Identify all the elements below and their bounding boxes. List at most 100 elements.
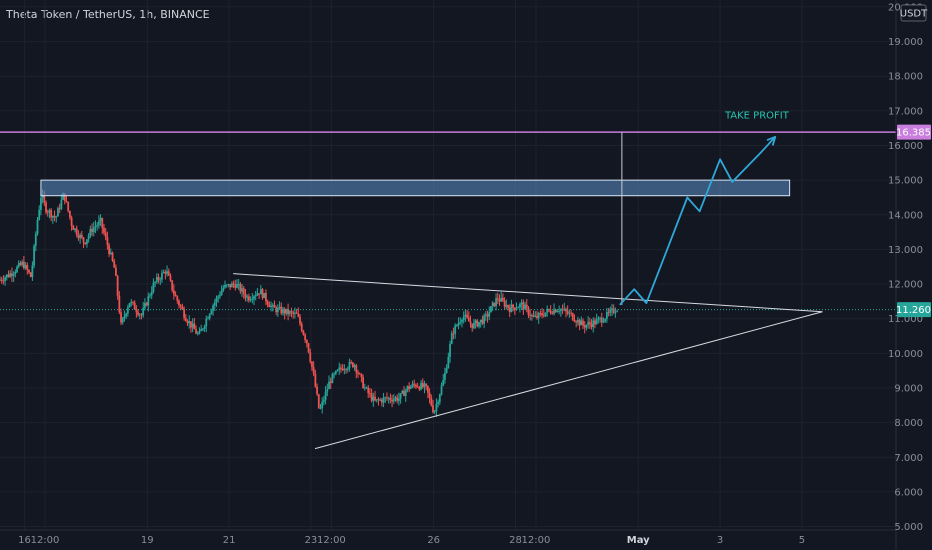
candle-body bbox=[297, 313, 300, 317]
candle-body bbox=[7, 274, 10, 277]
candle-body bbox=[401, 390, 404, 394]
candle-body bbox=[519, 304, 521, 308]
candle-body bbox=[300, 323, 303, 331]
candle-body bbox=[505, 305, 508, 307]
candle-body bbox=[406, 386, 409, 391]
candle-body bbox=[220, 290, 223, 296]
candle-body bbox=[329, 381, 332, 383]
candle-body bbox=[116, 275, 119, 296]
candle-body bbox=[149, 295, 151, 297]
candle-body bbox=[205, 318, 208, 327]
time-tick-label: 12:00 bbox=[317, 535, 346, 546]
time-tick-label: 28 bbox=[509, 535, 522, 546]
candle-body bbox=[559, 309, 562, 311]
candle-body bbox=[12, 273, 15, 276]
time-tick-label: 12:00 bbox=[522, 535, 551, 546]
candle-body bbox=[172, 290, 175, 295]
candle-body bbox=[84, 242, 87, 244]
candle-body bbox=[239, 283, 242, 292]
candle-body bbox=[595, 319, 598, 325]
candle-body bbox=[261, 289, 264, 299]
candle-body bbox=[353, 365, 356, 367]
candle-body bbox=[118, 295, 121, 313]
price-tick-label: 7.000 bbox=[894, 453, 923, 464]
candle-body bbox=[578, 319, 581, 326]
candle-body bbox=[317, 394, 320, 409]
candle-body bbox=[457, 322, 460, 326]
price-tick-label: 14.000 bbox=[888, 210, 923, 221]
candle-body bbox=[145, 303, 148, 306]
candle-body bbox=[314, 373, 317, 387]
candle-body bbox=[246, 296, 249, 298]
candle-body bbox=[556, 311, 559, 313]
candle-body bbox=[244, 293, 247, 298]
candle-body bbox=[336, 369, 339, 371]
candle-body bbox=[508, 307, 511, 313]
candle-body bbox=[41, 195, 44, 199]
time-tick-label: 23 bbox=[305, 535, 318, 546]
candle-body bbox=[546, 309, 549, 313]
candle-body bbox=[242, 288, 245, 294]
candle-body bbox=[183, 309, 186, 318]
time-tick-label: 5 bbox=[799, 535, 805, 546]
candle-body bbox=[14, 271, 17, 274]
candle-body bbox=[169, 275, 172, 281]
candle-body bbox=[166, 271, 168, 274]
candle-body bbox=[375, 399, 378, 401]
candle-body bbox=[65, 201, 68, 202]
candle-body bbox=[471, 323, 474, 329]
candle-body bbox=[478, 322, 480, 327]
resistance-zone bbox=[40, 179, 791, 197]
candle-body bbox=[111, 252, 114, 261]
candle-body bbox=[612, 308, 615, 313]
candle-body bbox=[97, 220, 100, 226]
candle-body bbox=[536, 316, 538, 319]
candle-body bbox=[367, 387, 370, 393]
candle-body bbox=[2, 280, 5, 282]
candle-body bbox=[227, 284, 230, 285]
price-tick-label: 13.000 bbox=[888, 245, 923, 256]
candlestick-series bbox=[0, 189, 619, 418]
price-axis: 5.000 6.000 7.000 8.000 9.000 10.000 11.000 12.… bbox=[888, 0, 932, 550]
candle-body bbox=[418, 387, 421, 390]
candle-body bbox=[198, 331, 201, 334]
candle-body bbox=[495, 298, 497, 307]
candle-body bbox=[529, 314, 532, 316]
candle-body bbox=[447, 356, 450, 369]
candle-body bbox=[486, 314, 489, 317]
candle-body bbox=[299, 316, 301, 324]
projection-arrowhead bbox=[766, 135, 777, 146]
price-tick-label: 11.000 bbox=[888, 314, 923, 325]
candle-body bbox=[5, 274, 8, 278]
candle-body bbox=[154, 281, 157, 283]
candle-body bbox=[282, 309, 284, 314]
candle-body bbox=[265, 292, 267, 302]
candle-body bbox=[322, 399, 325, 402]
candle-body bbox=[374, 396, 376, 401]
candle-body bbox=[201, 328, 204, 330]
candle-body bbox=[360, 373, 363, 378]
candle-body bbox=[50, 210, 53, 218]
candle-body bbox=[188, 321, 191, 324]
candle-body bbox=[34, 234, 37, 246]
price-tick-label: 17.000 bbox=[888, 106, 923, 117]
price-tick-label: 9.000 bbox=[894, 383, 923, 394]
candle-body bbox=[191, 323, 194, 328]
candle-body bbox=[583, 325, 586, 328]
candle-body bbox=[82, 237, 85, 243]
time-tick-label: 16 bbox=[18, 535, 31, 546]
candle-body bbox=[144, 303, 146, 308]
candle-body bbox=[0, 279, 3, 281]
candle-body bbox=[263, 292, 266, 299]
candle-body bbox=[181, 306, 184, 310]
price-tick-label: 18.000 bbox=[888, 72, 923, 83]
candle-body bbox=[345, 369, 347, 371]
candle-body bbox=[101, 217, 104, 228]
candle-body bbox=[179, 305, 182, 307]
candle-body bbox=[609, 309, 612, 313]
candle-body bbox=[599, 317, 601, 319]
candle-body bbox=[597, 318, 600, 320]
candle-body bbox=[520, 302, 523, 305]
candle-body bbox=[193, 323, 196, 330]
